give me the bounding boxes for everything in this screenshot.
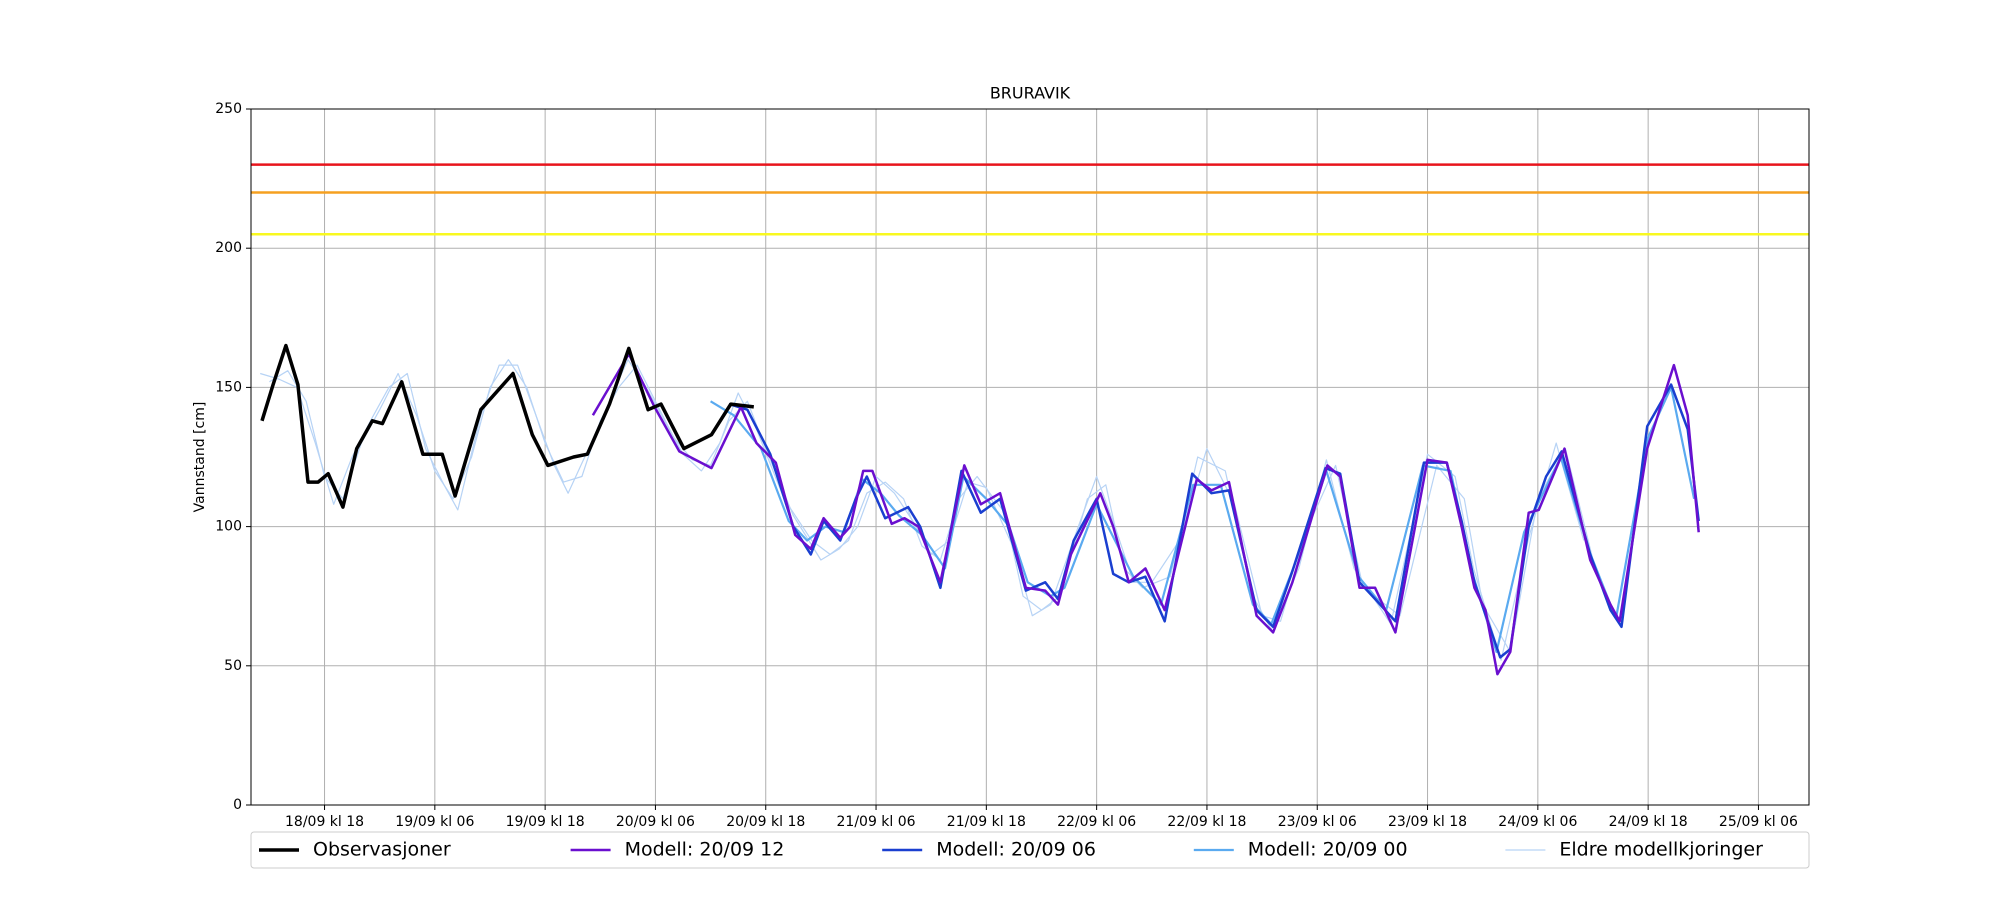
series-line — [710, 386, 1696, 654]
x-tick-label: 24/09 kl 06 — [1498, 814, 1577, 830]
chart-title: BRURAVIK — [990, 84, 1071, 103]
series-line — [260, 343, 755, 509]
series-line — [260, 359, 1585, 661]
x-tick-label: 22/09 kl 06 — [1057, 814, 1136, 830]
x-tick-label: 18/09 kl 18 — [285, 814, 364, 830]
plot-frame — [250, 108, 1810, 806]
y-axis-label: Vannstand [cm] — [192, 402, 208, 513]
x-tick-label: 19/09 kl 18 — [506, 814, 585, 830]
legend-label: Observasjoner — [313, 839, 451, 861]
y-tick-label: 200 — [215, 240, 242, 256]
x-tick-label: 19/09 kl 06 — [395, 814, 474, 830]
x-tick-label: 25/09 kl 06 — [1719, 814, 1798, 830]
x-tick-label: 22/09 kl 18 — [1167, 814, 1246, 830]
x-tick-label: 21/09 kl 06 — [837, 814, 916, 830]
legend-label: Modell: 20/09 06 — [936, 839, 1096, 861]
legend-label: Modell: 20/09 00 — [1248, 839, 1408, 861]
series-line — [591, 352, 1700, 676]
x-tick-label: 23/09 kl 18 — [1388, 814, 1467, 830]
legend-label: Modell: 20/09 12 — [625, 839, 785, 861]
legend-box — [250, 831, 1810, 869]
y-tick-label: 150 — [215, 379, 242, 395]
x-tick-label: 20/09 kl 06 — [616, 814, 695, 830]
series-line — [728, 383, 1700, 659]
y-tick-label: 100 — [215, 519, 242, 535]
y-tick-label: 250 — [215, 101, 242, 117]
x-tick-label: 24/09 kl 18 — [1609, 814, 1688, 830]
y-tick-label: 50 — [224, 658, 242, 674]
x-tick-label: 23/09 kl 06 — [1278, 814, 1357, 830]
x-tick-label: 21/09 kl 18 — [947, 814, 1026, 830]
x-tick-label: 20/09 kl 18 — [726, 814, 805, 830]
y-tick-label: 0 — [233, 797, 242, 813]
legend-label: Eldre modellkjoringer — [1559, 839, 1763, 861]
